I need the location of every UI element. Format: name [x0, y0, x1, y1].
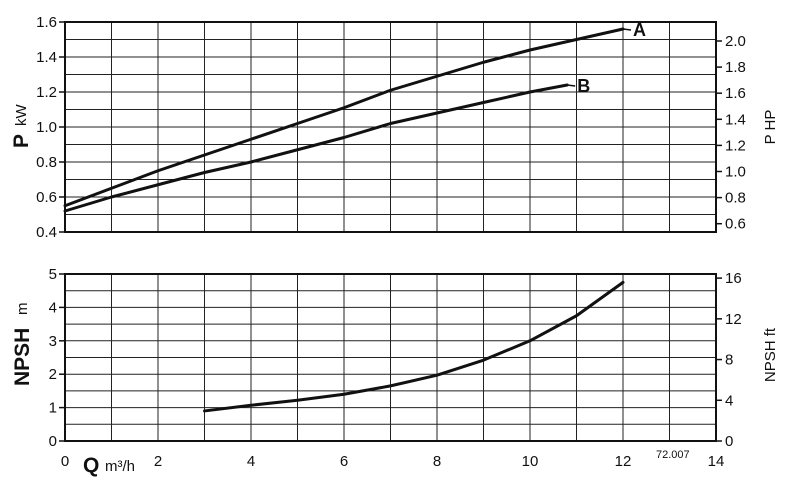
- y2-tick-label: 1.6: [725, 85, 746, 102]
- series-label-leader: [567, 84, 576, 87]
- flow-axis-unit: m³/h: [105, 458, 135, 475]
- x-tick-label: 14: [708, 453, 725, 470]
- series-line-NPSH: [203, 280, 625, 413]
- y-tick-label: 2: [49, 366, 57, 383]
- y2-tick-label: 16: [725, 270, 742, 287]
- y-tick-label: 0.8: [36, 154, 57, 171]
- y2-tick-label: 1.2: [725, 137, 746, 154]
- x-tick-label: 6: [340, 453, 348, 470]
- npsh-grid: [64, 273, 717, 442]
- series-line-A: [63, 27, 625, 208]
- y2-tick-label: 8: [725, 352, 733, 369]
- x-tick-label: 4: [247, 453, 255, 470]
- power-hp-axis-label: P HP: [762, 110, 779, 145]
- series-label-A: A: [633, 20, 646, 40]
- y-tick-label: 1.4: [36, 49, 57, 66]
- y-tick-label: 1: [49, 400, 57, 417]
- npsh-curves: [203, 280, 625, 413]
- npsh-frame: [64, 273, 717, 442]
- series-label-B: B: [577, 76, 590, 96]
- power-axis-unit: kW: [13, 104, 30, 127]
- npsh-axis-label: NPSH: [11, 328, 34, 386]
- y2-tick-label: 2.0: [725, 33, 746, 50]
- y2-tick-label: 1.4: [725, 111, 746, 128]
- power-hp-ticks: 0.6 0.8 1.0 1.2 1.4 1.6 1.8 2.0: [716, 33, 746, 233]
- power-series-labels: AB: [567, 20, 646, 96]
- y-tick-label: 1.6: [36, 14, 57, 31]
- npsh-y-ticks: 0 1 2 3 4 5: [49, 266, 65, 450]
- power-panel: 0.4 0.6 0.8 1.0 1.2 1.4 1.6 0.6 0.8 1.0 1.2 1.4 1.6…: [10, 14, 779, 241]
- x-tick-label: 8: [433, 453, 441, 470]
- series-line-B: [63, 83, 569, 213]
- y2-tick-label: 12: [725, 311, 742, 328]
- power-curves: [63, 27, 625, 213]
- y2-tick-label: 1.0: [725, 164, 746, 181]
- y-tick-label: 0.4: [36, 224, 57, 241]
- figure-code: 72.007: [656, 449, 690, 461]
- power-y-ticks: 0.4 0.6 0.8 1.0 1.2 1.4 1.6: [36, 14, 65, 241]
- npsh-axis-unit: m: [14, 303, 31, 316]
- power-axis-label: P: [10, 134, 33, 148]
- y-tick-label: 0: [49, 433, 57, 450]
- y-tick-label: 1.0: [36, 119, 57, 136]
- x-tick-label: 10: [522, 453, 539, 470]
- y2-tick-label: 0: [725, 433, 733, 450]
- y-tick-label: 3: [49, 333, 57, 350]
- power-grid: [64, 21, 717, 233]
- x-tick-label: 12: [615, 453, 632, 470]
- npsh-ft-ticks: 0 4 8 12 16: [716, 270, 742, 450]
- flow-axis-label: Q: [83, 454, 99, 477]
- y-tick-label: 1.2: [36, 84, 57, 101]
- npsh-ft-axis-label: NPSH ft: [762, 327, 779, 382]
- y-tick-label: 5: [49, 266, 57, 283]
- y-tick-label: 4: [49, 299, 57, 316]
- x-tick-label: 0: [61, 453, 69, 470]
- flow-x-ticks: 0 2 4 6 8 10 12 14: [61, 453, 725, 470]
- y2-tick-label: 0.8: [725, 190, 746, 207]
- y2-tick-label: 1.8: [725, 59, 746, 76]
- y2-tick-label: 4: [725, 392, 733, 409]
- series-label-leader: [622, 28, 632, 31]
- y-tick-label: 0.6: [36, 189, 57, 206]
- x-tick-label: 2: [154, 453, 162, 470]
- y2-tick-label: 0.6: [725, 216, 746, 233]
